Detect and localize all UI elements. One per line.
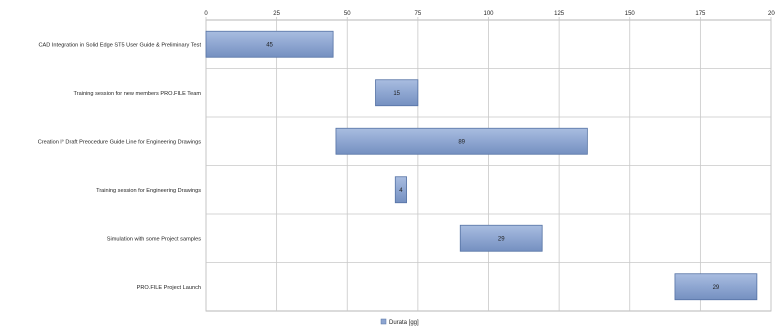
bar-data-label: 29: [713, 285, 720, 291]
duration-bar: [375, 79, 419, 107]
duration-bar: [335, 127, 588, 155]
duration-bar: [205, 30, 334, 58]
axis-layer: 0 25 50 75 100 125 150 175 200 CAD Integration in…: [38, 11, 775, 291]
x-tick-label: 25: [273, 11, 280, 17]
x-tick-label: 50: [344, 11, 351, 17]
bar-data-label: 89: [458, 139, 465, 145]
x-tick-label: 175: [695, 11, 706, 17]
x-tick-label: 125: [554, 11, 565, 17]
category-label: Training session for new members PRO.FIL…: [74, 91, 202, 97]
category-label: CAD Integration in Solid Edge ST5 User G…: [39, 42, 202, 48]
duration-bar: [674, 273, 758, 301]
bar-layer: 45 15 89 4 29 29: [205, 30, 758, 301]
bar-data-label: 15: [393, 91, 400, 97]
category-label: Training session for Engineering Drawing…: [96, 188, 201, 194]
x-tick-label: 75: [415, 11, 422, 17]
duration-bar: [394, 176, 407, 204]
x-tick-label: 200: [768, 11, 775, 17]
legend-label: Durata [gg]: [389, 320, 419, 326]
category-label: Simulation with some Project samples: [107, 236, 201, 242]
grid-layer: [205, 17, 772, 312]
bar-data-label: 45: [266, 42, 273, 48]
x-tick-label: 0: [204, 11, 208, 17]
category-label: PRO.FILE Project Launch: [137, 285, 201, 291]
x-tick-label: 100: [483, 11, 494, 17]
legend-swatch: [380, 318, 387, 325]
legend: Durata [gg]: [380, 318, 419, 326]
category-label: Creation l° Draft Preocedure Guide Line …: [38, 139, 202, 145]
x-tick-label: 150: [625, 11, 636, 17]
bar-data-label: 29: [498, 236, 505, 242]
bar-data-label: 4: [399, 188, 403, 194]
duration-bar: [459, 224, 543, 252]
